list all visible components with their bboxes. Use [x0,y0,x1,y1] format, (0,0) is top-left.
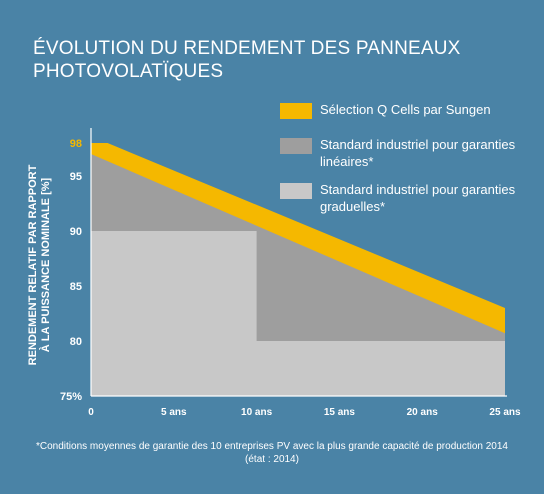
x-tick-label: 15 ans [324,407,356,418]
legend-swatch-q-cells [280,103,312,119]
y-tick-label: 95 [70,171,82,183]
footnote: *Conditions moyennes de garantie des 10 … [36,441,508,465]
x-tick-label: 20 ans [407,407,439,418]
x-tick-label: 5 ans [161,407,187,418]
legend-swatch-linear [280,138,312,154]
y-axis-label-line: À LA PUISSANCE NOMINALE [%] [39,177,52,352]
y-tick-label: 75% [60,391,82,403]
y-tick-label: 85 [70,281,82,293]
x-tick-label: 25 ans [489,407,521,418]
y-tick-label: 98 [70,138,82,150]
area-gradual-warranty [91,231,505,396]
chart-title: ÉVOLUTION DU RENDEMENT DES PANNEAUX PHOT… [33,38,461,82]
y-tick-label: 80 [70,336,82,348]
legend-label-q-cells: Sélection Q Cells par Sungen [320,102,491,117]
legend-label-linear: Standard industriel pour garanties linéa… [320,137,516,169]
legend-swatch-gradual [280,183,312,199]
y-tick-label: 90 [70,226,82,238]
y-axis-label: RENDEMENT RELATIF PAR RAPPORTÀ LA PUISSA… [27,164,52,365]
x-tick-label: 0 [88,407,94,418]
x-tick-label: 10 ans [241,407,273,418]
legend-label-gradual: Standard industriel pour garanties gradu… [320,182,516,214]
y-axis-label-line: RENDEMENT RELATIF PAR RAPPORT [27,164,39,365]
